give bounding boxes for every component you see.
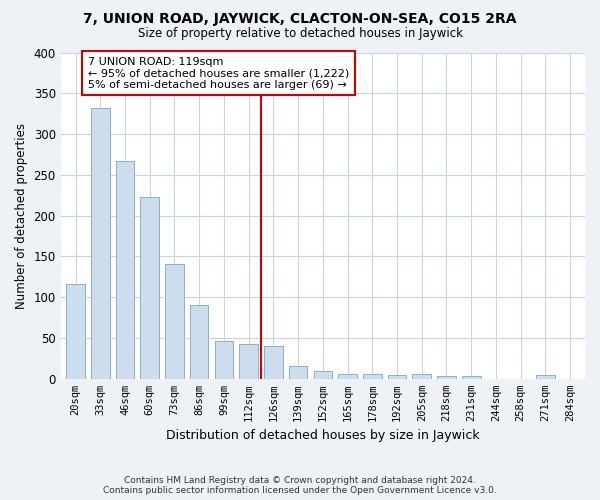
Text: Contains public sector information licensed under the Open Government Licence v3: Contains public sector information licen… <box>103 486 497 495</box>
Bar <box>190 306 208 379</box>
Bar <box>412 374 431 379</box>
Bar <box>462 376 481 379</box>
Text: Contains HM Land Registry data © Crown copyright and database right 2024.: Contains HM Land Registry data © Crown c… <box>124 476 476 485</box>
Text: Size of property relative to detached houses in Jaywick: Size of property relative to detached ho… <box>137 28 463 40</box>
Bar <box>239 344 258 379</box>
Y-axis label: Number of detached properties: Number of detached properties <box>15 122 28 308</box>
Bar <box>264 346 283 379</box>
Bar <box>140 197 159 379</box>
Bar <box>116 161 134 379</box>
Bar <box>165 264 184 379</box>
Text: 7, UNION ROAD, JAYWICK, CLACTON-ON-SEA, CO15 2RA: 7, UNION ROAD, JAYWICK, CLACTON-ON-SEA, … <box>83 12 517 26</box>
Bar <box>215 342 233 379</box>
Bar <box>91 108 110 379</box>
X-axis label: Distribution of detached houses by size in Jaywick: Distribution of detached houses by size … <box>166 430 479 442</box>
Bar <box>314 372 332 379</box>
Bar <box>363 374 382 379</box>
Text: 7 UNION ROAD: 119sqm
← 95% of detached houses are smaller (1,222)
5% of semi-det: 7 UNION ROAD: 119sqm ← 95% of detached h… <box>88 56 349 90</box>
Bar <box>437 376 456 379</box>
Bar <box>388 374 406 379</box>
Bar <box>289 366 307 379</box>
Bar <box>536 374 555 379</box>
Bar <box>66 284 85 379</box>
Bar <box>338 374 357 379</box>
